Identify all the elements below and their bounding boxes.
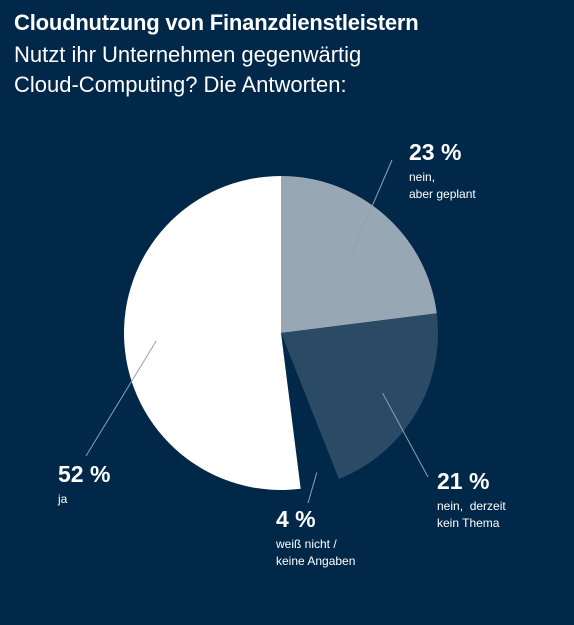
leader-line-ja [85,340,157,457]
slice-value-nein-kein-thema: 21 % [437,468,490,494]
pie-slices [123,176,438,490]
chart-title: Cloudnutzung von Finanzdienstleistern [14,10,419,35]
chart-subtitle-line-2: Cloud-Computing? Die Antworten: [14,72,347,97]
slice-label-weiss-nicht: 4 % weiß nicht / keine Angaben [276,505,355,570]
slice-label-ja: 52 % ja [58,460,110,508]
slice-label-nein-geplant: 23 % nein, aber geplant [409,138,476,203]
slice-desc-ja: ja [58,492,68,506]
pie-slice-nein-kein-thema [281,313,438,479]
pie-slice-nein-geplant [281,176,437,333]
slice-value-ja: 52 % [58,461,111,487]
pie-slice-weiss-nicht [281,333,339,489]
slice-desc-nein-kein-thema-line-1: nein, derzeit [437,499,506,513]
leader-lines [85,159,429,504]
slice-desc-nein-geplant-line-1: nein, [409,170,436,184]
slice-desc-nein-kein-thema-line-2: kein Thema [437,516,500,530]
slice-value-weiss-nicht: 4 % [276,506,316,532]
pie-slice-ja [123,176,301,490]
leader-line-nein-kein-thema [382,392,429,478]
slice-desc-weiss-nicht-line-1: weiß nicht / [276,537,337,551]
slice-value-nein-geplant: 23 % [409,139,462,165]
slice-label-nein-kein-thema: 21 % nein, derzeit kein Thema [437,467,506,532]
chart-subtitle-line-1: Nutzt ihr Unternehmen gegenwärtig [14,42,362,67]
leader-line-weiss-nicht [307,472,318,504]
slice-desc-weiss-nicht-line-2: keine Angaben [276,554,356,568]
leader-line-nein-geplant [351,159,393,253]
chart-subtitle: Nutzt ihr Unternehmen gegenwärtig Cloud-… [14,40,534,100]
slice-desc-nein-geplant-line-2: aber geplant [409,187,476,201]
